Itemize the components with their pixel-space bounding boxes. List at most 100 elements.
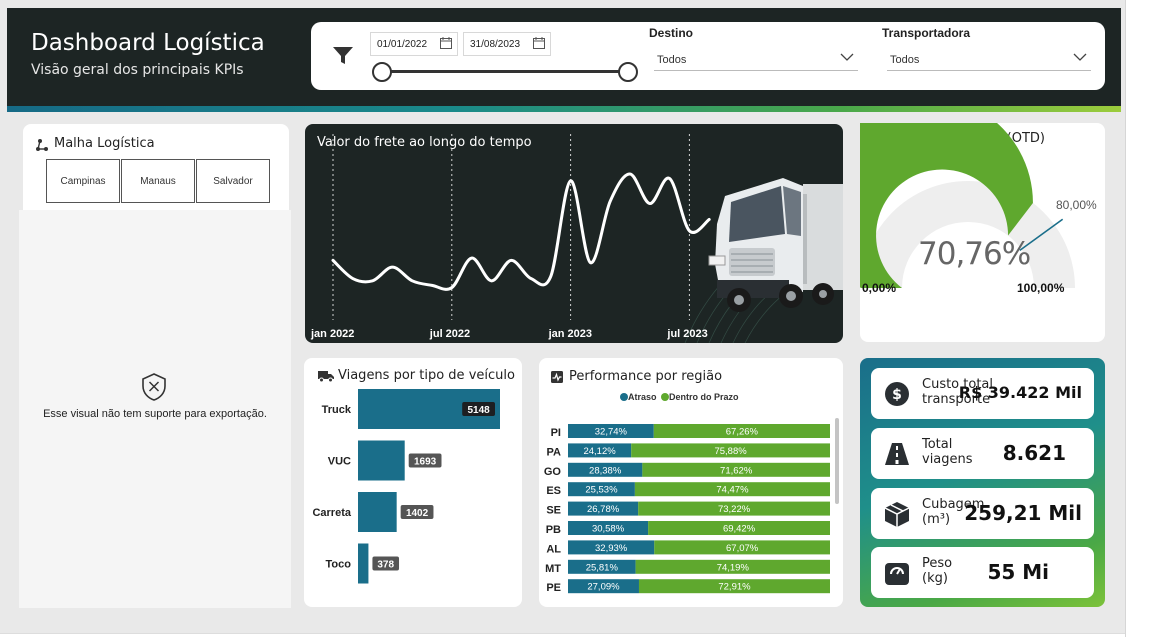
transportadora-dropdown[interactable]: Todos bbox=[887, 49, 1091, 71]
pulse-chart-icon bbox=[551, 371, 563, 383]
viagens-category-label: Carreta bbox=[312, 507, 351, 519]
viagens-data-label-bg bbox=[408, 453, 442, 468]
performance-bar-atraso-pb[interactable] bbox=[568, 521, 649, 535]
city-button-salvador[interactable]: Salvador bbox=[196, 159, 270, 203]
road-icon bbox=[885, 443, 909, 465]
bottom-border bbox=[0, 633, 1125, 637]
otd-target-label: 80,00% bbox=[1056, 198, 1097, 212]
frete-chart-card: jan 2022 jul 2022 jan 2023 jul 2023 Valor d… bbox=[305, 124, 843, 343]
performance-bar-atraso-es[interactable] bbox=[568, 482, 635, 497]
performance-title: Performance por região bbox=[569, 369, 723, 384]
performance-bar-atraso-pi[interactable] bbox=[568, 424, 654, 438]
kpi-peso: Peso (kg) 55 Mi bbox=[871, 547, 1094, 598]
header-accent-stripe bbox=[7, 106, 1121, 112]
frete-x-tick-label: jan 2023 bbox=[548, 328, 592, 340]
viagens-bar-vuc[interactable] bbox=[358, 440, 405, 481]
legend-atraso-swatch bbox=[620, 393, 628, 401]
slider-end-handle[interactable] bbox=[618, 62, 638, 82]
transportadora-value: Todos bbox=[890, 54, 920, 66]
chevron-down-icon bbox=[1073, 53, 1087, 61]
performance-bar-atraso-pe[interactable] bbox=[568, 579, 639, 594]
performance-bar-prazo-al[interactable] bbox=[654, 540, 830, 555]
scrollbar-thumb[interactable] bbox=[835, 418, 839, 504]
date-start-input[interactable]: 01/01/2022 bbox=[370, 32, 458, 56]
performance-card: Performance por região Atraso Dentro do … bbox=[539, 358, 843, 607]
chevron-down-icon bbox=[840, 53, 854, 61]
destino-dropdown[interactable]: Todos bbox=[654, 49, 858, 71]
performance-bar-prazo-pb[interactable] bbox=[648, 521, 830, 535]
legend-prazo-swatch bbox=[661, 393, 670, 401]
performance-data-label: 67,07% bbox=[726, 543, 759, 554]
page-subtitle: Visão geral dos principais KPIs bbox=[31, 62, 244, 78]
network-icon bbox=[36, 139, 48, 151]
viagens-category-label: Toco bbox=[326, 559, 352, 571]
viagens-data-label: 378 bbox=[377, 560, 394, 571]
performance-data-label: 25,53% bbox=[585, 485, 618, 496]
viagens-bar-toco[interactable] bbox=[358, 543, 369, 584]
performance-bar-atraso-se[interactable] bbox=[568, 501, 639, 516]
performance-bar-prazo-pa[interactable] bbox=[631, 443, 830, 458]
kpi-panel: $ Custo total transporte R$ 39.422 Mil To… bbox=[860, 358, 1105, 607]
truck-illustration bbox=[708, 178, 843, 312]
viagens-data-label-bg bbox=[462, 402, 495, 416]
performance-bar-atraso-al[interactable] bbox=[568, 540, 655, 555]
kpi-value: 55 Mi bbox=[987, 560, 1049, 584]
kpi-label: Custo total transporte bbox=[922, 377, 993, 407]
viagens-data-label: 5148 bbox=[467, 405, 490, 416]
date-range-slider[interactable] bbox=[382, 70, 630, 73]
performance-data-label: 67,26% bbox=[726, 427, 759, 438]
performance-region-label: AL bbox=[546, 543, 561, 555]
otd-min-label: 0,00% bbox=[862, 281, 897, 295]
kpi-total-viagens: Total viagens 8.621 bbox=[871, 428, 1094, 479]
otd-card: On Time Delivery (OTD) 70,76% 80,00% 0,0… bbox=[860, 123, 1105, 342]
performance-bar-atraso-go[interactable] bbox=[568, 462, 643, 477]
transportadora-label: Transportadora bbox=[882, 26, 971, 40]
performance-bar-atraso-pa[interactable] bbox=[568, 443, 632, 458]
kpi-cubagem: Cubagem (m³) 259,21 Mil bbox=[871, 488, 1094, 539]
kpi-value: R$ 39.422 Mil bbox=[958, 383, 1082, 402]
performance-region-label: GO bbox=[544, 466, 562, 478]
performance-region-label: MT bbox=[545, 563, 561, 575]
viagens-data-label: 1693 bbox=[414, 457, 437, 468]
date-end-value: 31/08/2023 bbox=[470, 39, 521, 50]
performance-data-label: 74,47% bbox=[716, 485, 749, 496]
kpi-label: Peso (kg) bbox=[922, 556, 953, 586]
otd-gauge bbox=[860, 123, 1075, 288]
viagens-bar-carreta[interactable] bbox=[358, 492, 397, 532]
calendar-icon[interactable] bbox=[440, 37, 452, 49]
performance-data-label: 28,38% bbox=[589, 465, 622, 476]
performance-data-label: 69,42% bbox=[723, 524, 756, 535]
viagens-data-label: 1402 bbox=[406, 508, 429, 519]
slider-start-handle[interactable] bbox=[372, 62, 392, 82]
performance-data-label: 73,22% bbox=[718, 504, 751, 515]
calendar-icon[interactable] bbox=[533, 37, 545, 49]
truck-icon bbox=[318, 371, 334, 383]
malha-title: Malha Logística bbox=[54, 136, 155, 151]
viagens-data-label-bg bbox=[400, 505, 434, 519]
performance-bar-prazo-mt[interactable] bbox=[635, 559, 830, 574]
performance-data-label: 72,91% bbox=[718, 582, 751, 593]
filter-panel: 01/01/2022 31/08/2023 Destino Todos Tran… bbox=[311, 22, 1105, 90]
performance-bar-prazo-pe[interactable] bbox=[638, 579, 830, 594]
performance-data-label: 27,09% bbox=[587, 582, 620, 593]
dollar-icon: $ bbox=[885, 382, 909, 406]
viagens-data-label-bg bbox=[372, 556, 400, 571]
performance-bar-prazo-se[interactable] bbox=[638, 501, 830, 516]
city-button-campinas[interactable]: Campinas bbox=[46, 159, 120, 203]
performance-bar-prazo-pi[interactable] bbox=[653, 424, 830, 438]
performance-data-label: 74,19% bbox=[717, 562, 750, 573]
kpi-value: 259,21 Mil bbox=[964, 501, 1082, 525]
frete-x-tick-label: jul 2022 bbox=[429, 328, 470, 340]
performance-bar-prazo-es[interactable] bbox=[634, 482, 830, 497]
city-button-manaus[interactable]: Manaus bbox=[121, 159, 195, 203]
performance-bar-prazo-go[interactable] bbox=[642, 462, 830, 477]
performance-data-label: 75,88% bbox=[714, 446, 747, 457]
date-end-input[interactable]: 31/08/2023 bbox=[463, 32, 551, 56]
shield-x-icon bbox=[142, 373, 166, 401]
performance-bar-atraso-mt[interactable] bbox=[568, 559, 636, 574]
malha-logistica-card: Malha Logística Campinas Manaus Salvador bbox=[23, 124, 289, 210]
unsupported-visual-message: Esse visual não tem suporte para exporta… bbox=[43, 408, 267, 420]
kpi-label: Cubagem (m³) bbox=[922, 497, 985, 527]
performance-data-label: 32,93% bbox=[595, 543, 628, 554]
frete-x-tick-label: jul 2023 bbox=[666, 328, 707, 340]
